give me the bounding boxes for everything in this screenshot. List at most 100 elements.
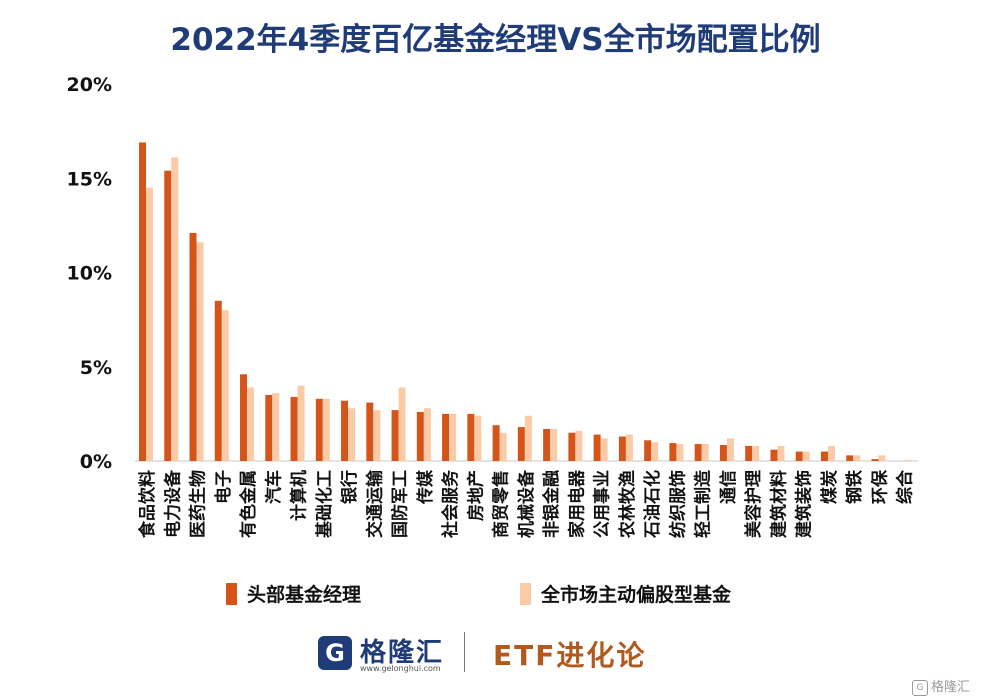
x-tick-label: 机械设备 <box>516 469 537 538</box>
legend-swatch-market-funds <box>520 582 531 605</box>
x-tick-label: 交通运输 <box>364 469 385 538</box>
bar-market-funds <box>449 413 457 461</box>
x-tick-label: 石油石化 <box>642 470 663 539</box>
x-tick-label: 煤炭 <box>819 470 840 504</box>
bar-top-managers <box>820 451 828 461</box>
x-tick-label: 医药生物 <box>188 470 209 538</box>
bar-top-managers <box>189 232 197 461</box>
x-tick-label: 国防军工 <box>390 470 411 538</box>
bar-top-managers <box>770 449 778 461</box>
footer-divider <box>464 632 465 672</box>
bar-market-funds <box>550 428 558 461</box>
bar-market-funds <box>297 385 305 461</box>
watermark-text: 格隆汇 <box>931 680 971 695</box>
legend-label-market-funds: 全市场主动偏股型基金 <box>541 584 732 606</box>
bar-market-funds <box>373 410 381 461</box>
x-tick-label: 农林牧渔 <box>617 470 638 539</box>
bar-market-funds <box>827 445 835 461</box>
x-tick-label: 有色金属 <box>238 470 259 538</box>
bar-top-managers <box>846 455 854 461</box>
bar-top-managers <box>568 432 576 461</box>
logo-url: www.gelonghui.com <box>360 664 441 673</box>
x-tick-label: 传媒 <box>415 469 436 505</box>
x-tick-label: 电力设备 <box>162 469 183 538</box>
x-tick-label: 食品饮料 <box>137 470 158 538</box>
bar-market-funds <box>221 310 229 461</box>
bar-top-managers <box>240 374 248 461</box>
bar-market-funds <box>625 434 633 461</box>
watermark: G 格隆汇 <box>912 676 970 696</box>
bar-top-managers <box>644 440 652 461</box>
bar-top-managers <box>745 445 753 461</box>
bar-top-managers <box>593 434 601 461</box>
x-tick-label: 建筑材料 <box>768 470 789 538</box>
chart-title: 2022年4季度百亿基金经理VS全市场配置比例 <box>170 22 821 58</box>
x-tick-label: 轻工制造 <box>693 469 714 538</box>
bar-top-managers <box>265 395 273 461</box>
bar-market-funds <box>777 445 785 461</box>
bar-top-managers <box>315 398 323 461</box>
bar-market-funds <box>802 451 810 461</box>
bar-market-funds <box>903 460 911 461</box>
bar-top-managers <box>795 451 803 461</box>
bar-top-managers <box>618 436 626 461</box>
x-tick-label: 汽车 <box>263 470 284 504</box>
x-tick-label: 计算机 <box>289 470 310 521</box>
bar-top-managers <box>719 444 727 461</box>
bar-market-funds <box>171 157 179 461</box>
x-tick-label: 环保 <box>869 469 890 504</box>
bar-top-managers <box>341 400 349 461</box>
watermark-logo-icon: G <box>912 679 928 696</box>
bar-top-managers <box>467 413 475 461</box>
bar-market-funds <box>348 408 356 461</box>
bar-market-funds <box>853 455 861 461</box>
bar-market-funds <box>499 432 507 461</box>
bar-top-managers <box>164 170 172 461</box>
bar-market-funds <box>196 242 204 461</box>
bar-market-funds <box>600 438 608 461</box>
legend-item-market-funds: 全市场主动偏股型基金 <box>520 580 731 607</box>
logo-name: 格隆汇 <box>360 638 445 668</box>
bar-market-funds <box>651 442 659 461</box>
x-tick-label: 银行 <box>339 470 360 504</box>
bar-top-managers <box>214 300 222 461</box>
bar-top-managers <box>694 444 702 461</box>
y-tick-label: 5% <box>80 357 112 379</box>
x-tick-label: 纺织服饰 <box>667 470 688 538</box>
bar-top-managers <box>871 459 879 461</box>
bar-market-funds <box>322 398 330 461</box>
y-tick-label: 15% <box>67 168 112 190</box>
legend-swatch-top-managers <box>226 582 237 605</box>
bar-market-funds <box>398 387 406 461</box>
x-tick-label: 社会服务 <box>440 469 461 539</box>
bar-market-funds <box>752 445 760 461</box>
bar-top-managers <box>416 411 424 461</box>
y-tick-label: 0% <box>80 451 112 473</box>
x-tick-label: 美容护理 <box>743 470 764 538</box>
x-tick-label: 通信 <box>718 470 739 504</box>
x-tick-label: 商贸零售 <box>491 470 512 538</box>
x-tick-label: 综合 <box>895 469 916 504</box>
bar-top-managers <box>366 402 374 461</box>
bar-market-funds <box>701 444 709 461</box>
x-tick-label: 建筑装饰 <box>794 470 815 538</box>
bar-market-funds <box>247 387 255 461</box>
bar-top-managers <box>391 410 399 461</box>
bar-market-funds <box>524 415 532 461</box>
bar-market-funds <box>575 430 583 461</box>
bar-top-managers <box>543 428 551 461</box>
legend-label-top-managers: 头部基金经理 <box>247 584 362 606</box>
bar-market-funds <box>878 455 886 461</box>
legend-item-top-managers: 头部基金经理 <box>226 580 361 607</box>
bar-market-funds <box>272 393 280 461</box>
x-tick-label: 公用事业 <box>593 470 613 538</box>
y-tick-label: 20% <box>67 74 112 96</box>
bar-top-managers <box>139 142 146 461</box>
bar-top-managers <box>492 425 500 461</box>
x-tick-label: 钢铁 <box>844 470 865 504</box>
x-tick-label: 家用电器 <box>566 469 587 538</box>
bar-top-managers <box>290 396 298 461</box>
bar-top-managers <box>442 413 450 461</box>
bar-market-funds <box>676 444 684 461</box>
